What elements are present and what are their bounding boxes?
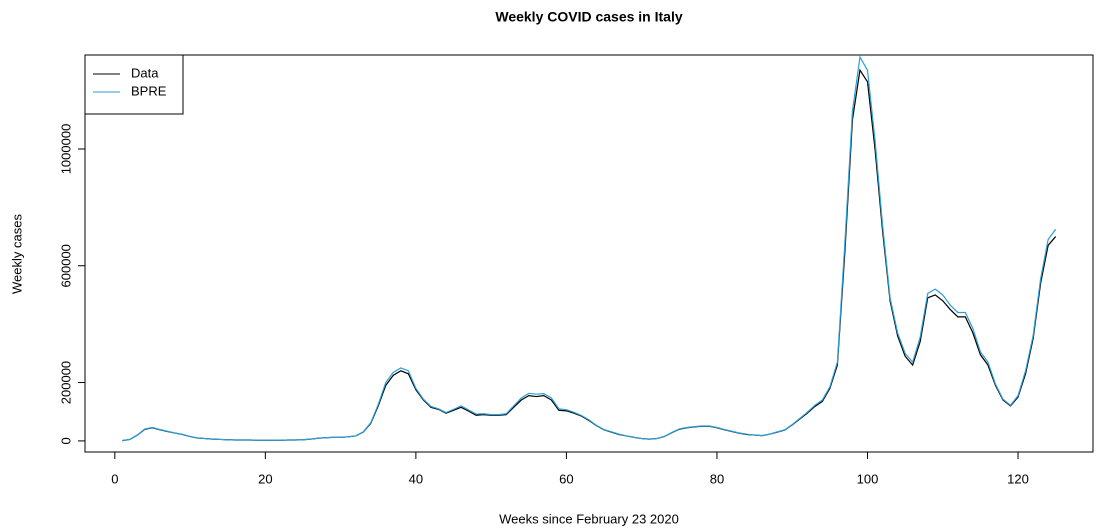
legend-label: BPRE (131, 83, 167, 98)
x-axis-label: Weeks since February 23 2020 (499, 511, 679, 526)
chart-title: Weekly COVID cases in Italy (495, 9, 682, 25)
x-tick-label: 40 (409, 471, 423, 486)
x-tick-label: 120 (1007, 471, 1029, 486)
plot-frame (84, 54, 1094, 453)
x-tick-label: 0 (111, 471, 118, 486)
y-tick-label: 0 (58, 437, 73, 444)
x-tick-label: 20 (258, 471, 272, 486)
x-tick-label: 100 (857, 471, 879, 486)
y-tick-label: 1000000 (58, 124, 73, 175)
data-line (122, 55, 1057, 442)
y-axis-label: Weekly cases (9, 214, 24, 294)
y-tick-label: 600000 (58, 244, 73, 287)
legend-box (84, 54, 184, 115)
y-tick-label: 200000 (58, 361, 73, 404)
x-tick-label: 60 (559, 471, 573, 486)
legend-label: Data (131, 65, 159, 80)
x-tick-label: 80 (710, 471, 724, 486)
data-line (122, 68, 1057, 442)
